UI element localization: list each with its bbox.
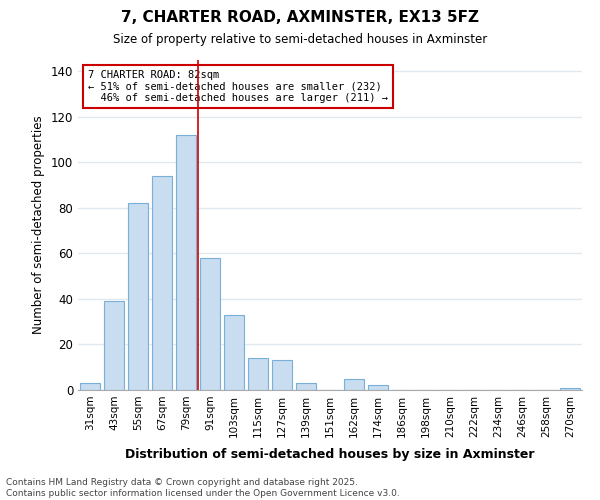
Bar	[128, 204, 148, 390]
Bar	[272, 360, 292, 390]
Bar	[152, 176, 172, 390]
Text: 7, CHARTER ROAD, AXMINSTER, EX13 5FZ: 7, CHARTER ROAD, AXMINSTER, EX13 5FZ	[121, 10, 479, 25]
Bar	[176, 135, 196, 390]
Bar	[200, 258, 220, 390]
Bar	[224, 315, 244, 390]
Text: Contains HM Land Registry data © Crown copyright and database right 2025.
Contai: Contains HM Land Registry data © Crown c…	[6, 478, 400, 498]
Bar	[560, 388, 580, 390]
Bar	[296, 383, 316, 390]
Y-axis label: Number of semi-detached properties: Number of semi-detached properties	[32, 116, 45, 334]
Bar	[104, 301, 124, 390]
Bar	[80, 383, 100, 390]
Bar	[368, 386, 388, 390]
Bar	[248, 358, 268, 390]
Bar	[344, 378, 364, 390]
Text: 7 CHARTER ROAD: 82sqm
← 51% of semi-detached houses are smaller (232)
  46% of s: 7 CHARTER ROAD: 82sqm ← 51% of semi-deta…	[88, 70, 388, 103]
Text: Size of property relative to semi-detached houses in Axminster: Size of property relative to semi-detach…	[113, 32, 487, 46]
X-axis label: Distribution of semi-detached houses by size in Axminster: Distribution of semi-detached houses by …	[125, 448, 535, 461]
